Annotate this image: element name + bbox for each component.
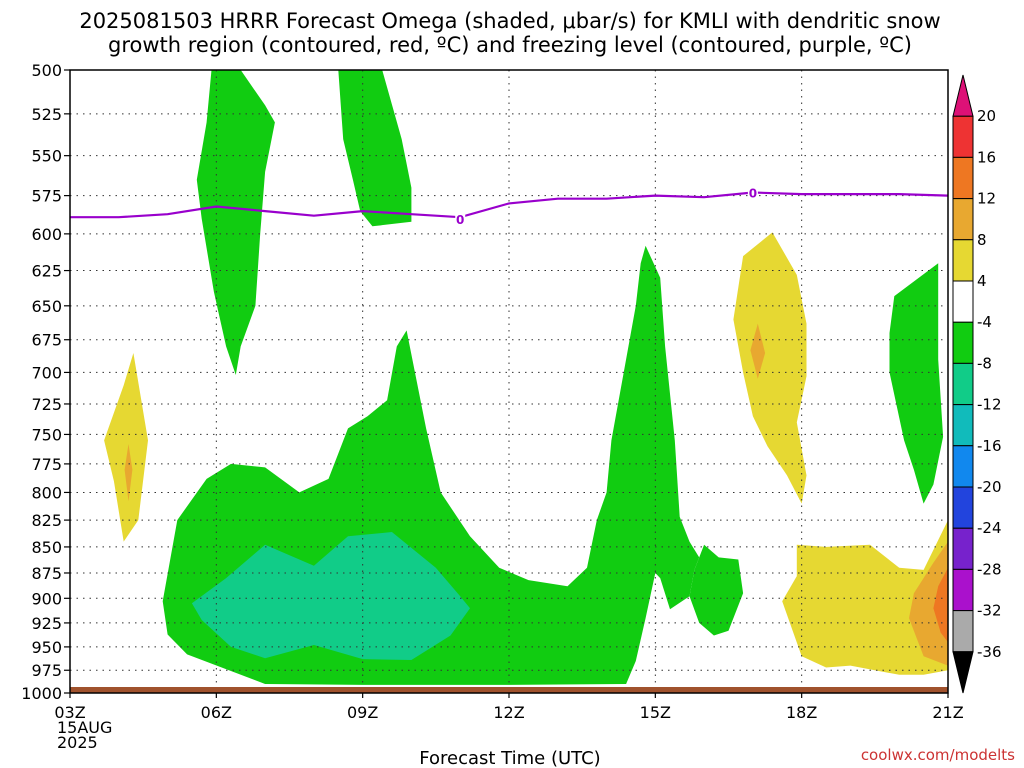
x-tick-label: 2025	[57, 733, 98, 752]
x-tick-label: 18Z	[786, 703, 817, 722]
omega-region-11	[124, 444, 133, 502]
colorbar-label: -4	[977, 313, 992, 331]
y-tick-label: 775	[31, 455, 62, 474]
y-tick-label: 975	[31, 661, 62, 680]
colorbar-label: 16	[977, 148, 996, 166]
omega-region-9	[909, 541, 948, 666]
y-tick-label: 625	[31, 262, 62, 281]
x-tick-label: 06Z	[201, 703, 232, 722]
ground-strip	[70, 687, 948, 693]
colorbar-label: -36	[977, 643, 1002, 661]
y-tick-label: 800	[31, 483, 62, 502]
colorbar-band-13	[952, 610, 974, 653]
colorbar-band-4	[952, 239, 974, 282]
colorbar-band-14	[952, 651, 974, 694]
colorbar-label: 4	[977, 272, 987, 290]
omega-region-5	[191, 532, 470, 660]
colorbar-band-1	[952, 115, 974, 158]
colorbar-band-11	[952, 527, 974, 570]
y-tick-label: 900	[31, 589, 62, 608]
omega-region-2	[196, 70, 275, 375]
y-tick-label: 725	[31, 395, 62, 414]
colorbar-label: 8	[977, 231, 987, 249]
credit-text: coolwx.com/modelts	[861, 746, 1015, 764]
y-tick-label: 550	[31, 147, 62, 166]
colorbar-label: -12	[977, 396, 1002, 414]
y-tick-label: 700	[31, 363, 62, 382]
x-tick-label: 15AUG	[57, 718, 112, 737]
chart-title-line-2: growth region (contoured, red, ºC) and f…	[108, 33, 912, 57]
x-axis-label: Forecast Time (UTC)	[419, 748, 600, 768]
omega-region-8	[782, 520, 948, 675]
colorbar-band-2	[952, 156, 974, 200]
omega-region-12	[750, 323, 766, 379]
x-tick-label: 21Z	[932, 703, 963, 722]
y-tick-label: 500	[31, 61, 62, 80]
colorbar-label: -28	[977, 560, 1002, 578]
y-tick-label: 950	[31, 638, 62, 657]
freezing-level-line	[70, 191, 949, 219]
y-tick-label: 850	[31, 538, 62, 557]
colorbar-label: -16	[977, 437, 1002, 455]
y-tick-label: 650	[31, 297, 62, 316]
omega-region-3	[338, 70, 412, 227]
y-tick-label: 925	[31, 614, 62, 633]
colorbar-label: -32	[977, 602, 1002, 620]
colorbar-band-8	[952, 404, 974, 447]
colorbar-band-0	[952, 74, 974, 117]
y-tick-label: 1000	[21, 684, 62, 703]
y-tick-label: 525	[31, 105, 62, 124]
omega-region-7	[733, 232, 807, 504]
colorbar-band-3	[952, 198, 974, 241]
colorbar-band-7	[952, 362, 974, 406]
colorbar-label: 20	[977, 107, 996, 125]
freezing-level-label-bg	[747, 184, 758, 200]
omega-region-10	[933, 567, 948, 643]
freezing-level-contour: 00	[70, 184, 949, 227]
omega-region-4	[889, 263, 944, 504]
colorbar-band-9	[952, 445, 974, 488]
colorbar-label: 12	[977, 190, 996, 208]
y-tick-label: 575	[31, 187, 62, 206]
colorbar-label: -20	[977, 478, 1002, 496]
colorbar-label: -24	[977, 519, 1002, 537]
chart-title-line-1: 2025081503 HRRR Forecast Omega (shaded, …	[79, 9, 940, 33]
y-axis-ticks: 500 525 550 575 600 625 650 675 700 725 750 775 800 8…	[21, 61, 70, 703]
colorbar-band-5	[952, 280, 974, 323]
omega-region-1	[689, 544, 744, 636]
colorbar-band-10	[952, 486, 974, 529]
y-tick-label: 600	[31, 225, 62, 244]
y-tick-label: 750	[31, 425, 62, 444]
y-tick-label: 825	[31, 511, 62, 530]
omega-region-6	[104, 353, 148, 542]
colorbar: 20 16 12 8 4 -4 -8 -12 -16 -20 -24 -28 -32 -36	[952, 74, 1002, 694]
freezing-level-label: 0	[456, 213, 464, 227]
x-tick-label: 12Z	[493, 703, 524, 722]
x-tick-label: 15Z	[640, 703, 671, 722]
freezing-level-label-bg	[455, 210, 466, 226]
colorbar-band-12	[952, 568, 974, 612]
y-tick-label: 675	[31, 331, 62, 350]
x-tick-label: 03Z	[54, 703, 85, 722]
x-tick-label: 09Z	[347, 703, 378, 722]
colorbar-label: -8	[977, 354, 992, 372]
freezing-level-label: 0	[749, 186, 757, 200]
y-tick-label: 875	[31, 564, 62, 583]
omega-shading	[104, 70, 948, 685]
colorbar-band-6	[952, 321, 974, 364]
